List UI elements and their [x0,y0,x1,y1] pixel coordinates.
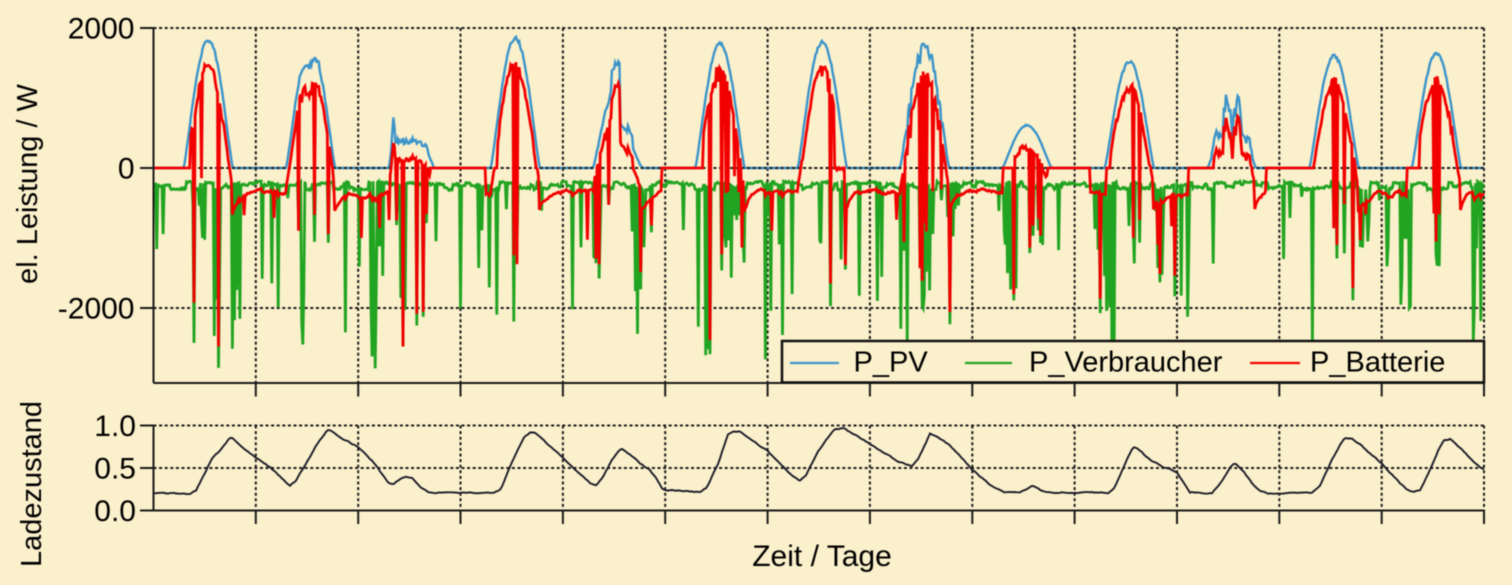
svg-text:0.5: 0.5 [94,452,136,485]
svg-text:P_Batterie: P_Batterie [1310,347,1445,379]
svg-text:Ladezustand: Ladezustand [16,401,48,567]
svg-text:Zeit / Tage: Zeit / Tage [752,540,892,573]
svg-text:1.0: 1.0 [94,410,136,443]
svg-text:0.0: 0.0 [94,495,136,528]
svg-text:P_PV: P_PV [854,347,929,379]
svg-text:0: 0 [118,153,135,186]
svg-text:el. Leistung / W: el. Leistung / W [12,83,44,283]
svg-text:-2000: -2000 [58,293,135,326]
svg-text:2000: 2000 [68,13,135,46]
svg-text:P_Verbraucher: P_Verbraucher [1029,347,1223,379]
